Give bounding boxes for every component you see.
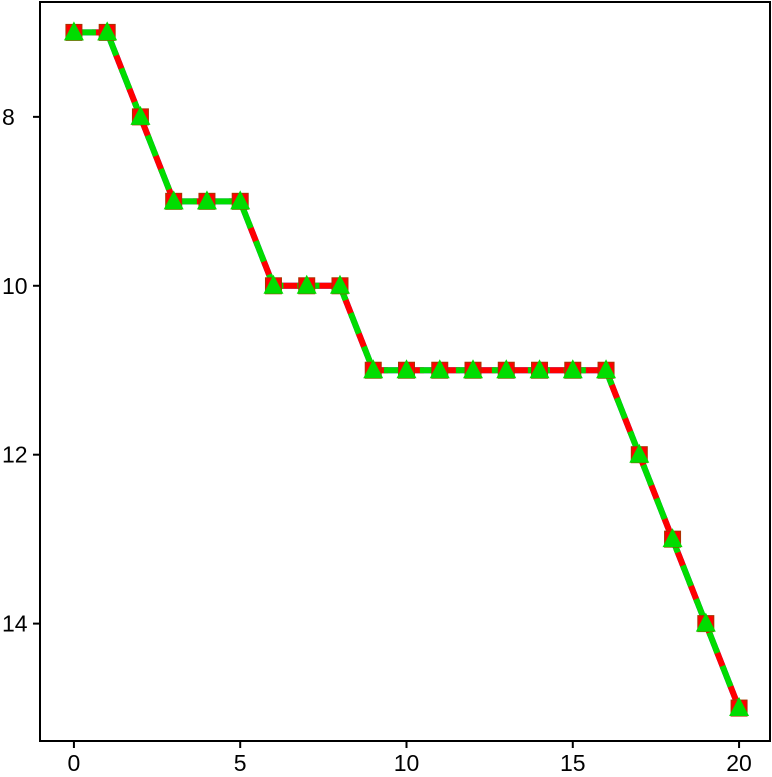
series-line <box>73 29 742 710</box>
x-tick-label: 20 <box>726 750 752 772</box>
x-tick-label: 0 <box>68 750 81 772</box>
triangle-marker <box>429 359 450 379</box>
y-tick-label: 10 <box>2 273 28 299</box>
triangle-marker <box>130 105 151 125</box>
y-tick-label: 14 <box>2 611 28 637</box>
triangle-marker <box>596 359 617 379</box>
x-tick-label: 5 <box>234 750 247 772</box>
triangle-marker <box>230 190 251 210</box>
y-tick-label: 8 <box>2 104 15 130</box>
triangle-marker <box>529 359 550 379</box>
triangle-marker <box>329 274 350 294</box>
x-tick-label: 10 <box>394 750 420 772</box>
triangle-marker <box>396 359 417 379</box>
triangle-marker <box>196 190 217 210</box>
triangle-marker <box>163 190 184 210</box>
triangle-marker <box>562 359 583 379</box>
triangle-marker <box>695 612 716 632</box>
triangle-marker <box>629 443 650 463</box>
triangle-marker <box>97 21 118 41</box>
triangle-marker <box>296 274 317 294</box>
x-tick-label: 15 <box>560 750 586 772</box>
triangle-marker <box>63 21 84 41</box>
triangle-marker <box>662 528 683 548</box>
triangle-marker <box>463 359 484 379</box>
triangle-marker <box>363 359 384 379</box>
triangle-marker <box>729 697 750 717</box>
triangle-marker <box>496 359 517 379</box>
triangle-marker <box>263 274 284 294</box>
y-tick-label: 12 <box>2 442 28 468</box>
